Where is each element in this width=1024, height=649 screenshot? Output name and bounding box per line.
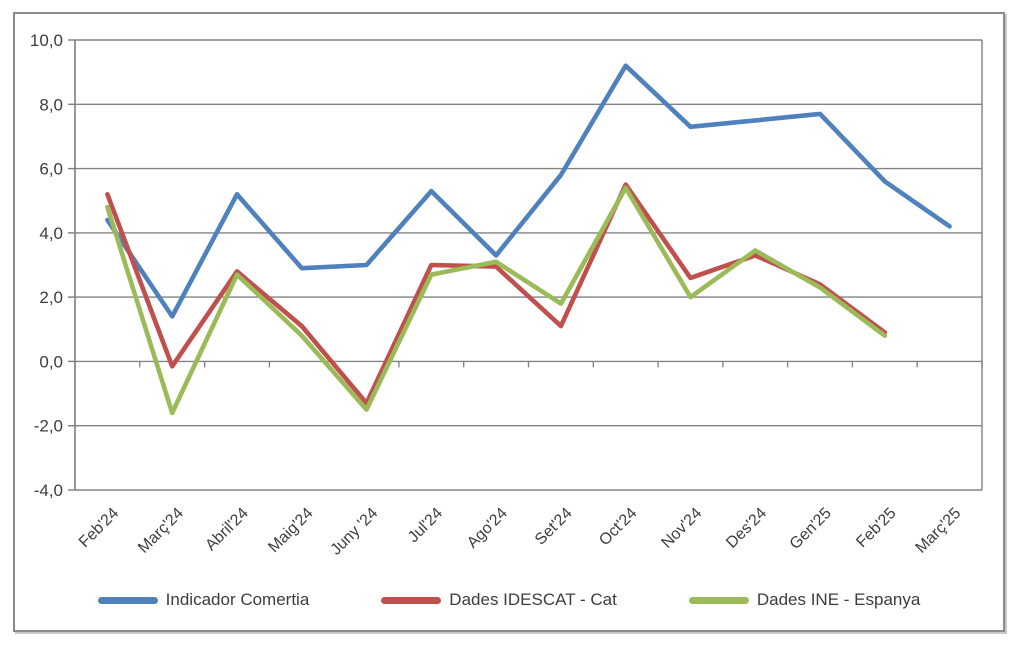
legend-label-indicador-comertia: Indicador Comertia [165, 590, 310, 609]
x-axis-label: Set'24 [532, 505, 576, 549]
legend-entry-dades-ine-espanya: Dades INE - Espanya [688, 590, 921, 610]
y-axis-label: -4,0 [34, 481, 63, 500]
x-axis-label: Oct'24 [596, 505, 640, 549]
chart-frame [13, 12, 1005, 632]
series-line-indicador-comertia [105, 63, 952, 319]
legend-swatch-dades-ine-espanya [688, 596, 749, 604]
y-axis-label: 2,0 [39, 288, 63, 307]
chart-legend: Indicador Comertia Dades IDESCAT - Cat D… [15, 586, 1003, 614]
x-axis-label: Nov'24 [658, 505, 705, 552]
legend-entry-dades-idescat-cat: Dades IDESCAT - Cat [381, 590, 617, 610]
x-axis-label: Feb'24 [76, 505, 122, 551]
y-axis-label: 10,0 [30, 31, 63, 50]
x-axis-label: Abril'24 [202, 505, 251, 554]
x-axis-label: Maig'24 [265, 505, 316, 556]
x-axis-label: Gen'25 [787, 505, 835, 553]
y-axis-label: 6,0 [39, 160, 63, 179]
legend-label-dades-idescat-cat: Dades IDESCAT - Cat [449, 590, 617, 609]
legend-label-dades-ine-espanya: Dades INE - Espanya [756, 590, 921, 609]
y-axis-label: 4,0 [39, 224, 63, 243]
x-axis-label: Jul'24 [405, 505, 446, 546]
y-axis-label: -2,0 [34, 417, 63, 436]
legend-entry-indicador-comertia: Indicador Comertia [97, 590, 310, 610]
legend-swatch-indicador-comertia [97, 596, 158, 604]
x-axis-label: Ago'24 [464, 505, 511, 552]
y-axis-label: 8,0 [39, 95, 63, 114]
x-axis-label: Juny '24 [328, 505, 382, 559]
x-axis-label: Març'24 [135, 505, 187, 557]
x-axis-label: Des'24 [723, 505, 770, 552]
series-line-dades-ine-espanya [105, 185, 888, 416]
legend-swatch-dades-idescat-cat [381, 596, 442, 604]
series-line-dades-idescat-cat [105, 182, 888, 406]
x-axis-label: Feb'25 [853, 505, 899, 551]
x-axis-label: Març'25 [913, 505, 965, 557]
y-axis-label: 0,0 [39, 352, 63, 371]
